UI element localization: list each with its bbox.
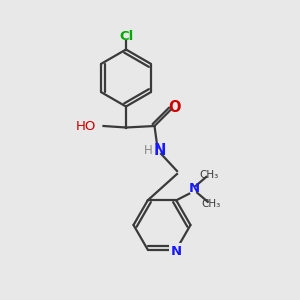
Text: N: N (189, 182, 200, 195)
Text: H: H (143, 143, 152, 157)
Text: O: O (169, 100, 181, 115)
Text: Cl: Cl (119, 30, 133, 44)
Text: HO: HO (76, 119, 96, 133)
Text: CH₃: CH₃ (200, 170, 219, 180)
Text: CH₃: CH₃ (201, 199, 220, 209)
Text: N: N (171, 245, 182, 258)
Text: N: N (154, 143, 166, 158)
